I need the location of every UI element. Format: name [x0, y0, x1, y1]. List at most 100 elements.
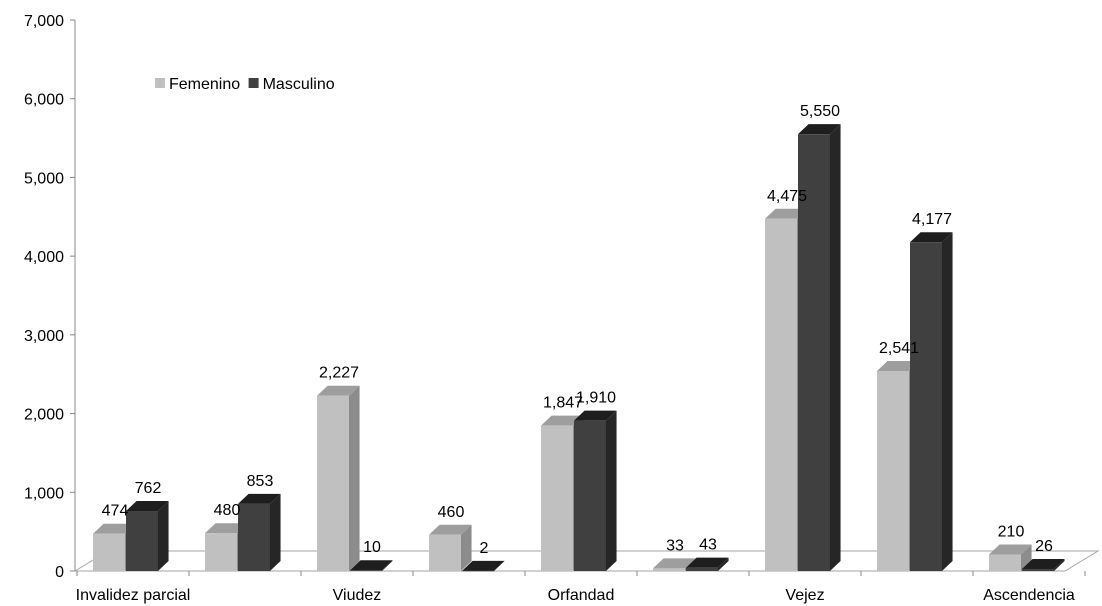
x-tick-label: Vejez — [785, 587, 824, 604]
bar-masculino — [574, 410, 617, 571]
bar-top — [686, 557, 729, 568]
data-label-femenino: 2,227 — [319, 365, 359, 382]
bar-femenino — [429, 524, 472, 571]
legend-label-masculino: Masculino — [263, 76, 335, 93]
x-axis: Invalidez parcial Viudez Orfandad Vejez Asce… — [76, 587, 1075, 604]
bar-top — [765, 208, 808, 219]
bar-top — [126, 501, 169, 512]
bar-side — [1021, 544, 1032, 571]
data-label-masculino: 10 — [363, 539, 381, 556]
bar-front — [541, 425, 573, 571]
bar-side — [349, 385, 360, 571]
bar-top — [798, 124, 841, 135]
bar-front — [989, 554, 1021, 571]
bar-front — [317, 395, 349, 571]
bar-front — [574, 420, 606, 571]
data-label-masculino: 26 — [1035, 538, 1053, 555]
data-label-femenino: 210 — [998, 523, 1025, 540]
bar-side — [718, 557, 729, 571]
y-tick-label: 7,000 — [24, 13, 64, 30]
legend-swatch-masculino — [248, 78, 259, 88]
bar-front — [93, 533, 125, 571]
x-tick-label: Viudez — [333, 587, 382, 604]
bar-top — [93, 523, 136, 534]
bar-front — [798, 134, 830, 571]
data-label-masculino: 1,910 — [576, 390, 616, 407]
y-tick-label: 2,000 — [24, 407, 64, 424]
bar-top — [541, 415, 584, 426]
bar-front — [205, 533, 237, 571]
bar-front — [238, 503, 270, 571]
bar-top — [910, 232, 953, 243]
bar-top — [877, 360, 920, 371]
bar-front — [765, 218, 797, 571]
bar-masculino — [126, 501, 169, 571]
bar-top — [238, 493, 281, 504]
bar-side — [942, 232, 953, 571]
data-label-masculino: 853 — [247, 473, 274, 490]
bar-front — [910, 242, 942, 571]
bar-masculino — [910, 232, 953, 571]
data-label-femenino: 33 — [666, 537, 684, 554]
x-tick-label: Ascendencia — [983, 587, 1075, 604]
bar-masculino — [462, 560, 505, 572]
data-label-masculino: 4,177 — [912, 211, 952, 228]
bar-front — [126, 511, 158, 571]
y-tick-label: 3,000 — [24, 328, 64, 345]
x-tick-label: Invalidez parcial — [76, 587, 191, 604]
bar-front — [350, 570, 382, 571]
bar-front — [686, 567, 718, 571]
bar-side — [494, 560, 505, 571]
bar-top — [989, 544, 1032, 555]
data-label-masculino: 43 — [699, 537, 717, 554]
bar-top — [1022, 558, 1065, 569]
bar-front — [462, 570, 494, 572]
bar-top — [205, 523, 248, 534]
bar-masculino — [798, 124, 841, 571]
bar-side — [270, 493, 281, 571]
bar-top — [574, 410, 617, 421]
y-tick-label: 6,000 — [24, 92, 64, 109]
bar-top — [462, 560, 505, 571]
y-tick-label: 4,000 — [24, 249, 64, 266]
x-tick-label: Orfandad — [548, 587, 615, 604]
bar-top — [350, 560, 393, 571]
bar-femenino — [989, 544, 1032, 571]
legend-label-femenino: Femenino — [169, 76, 240, 93]
y-tick-label: 1,000 — [24, 485, 64, 502]
y-tick-label: 0 — [55, 564, 64, 581]
bar-front — [877, 370, 909, 571]
bar-masculino — [350, 560, 393, 571]
bar-top — [653, 558, 696, 569]
data-label-masculino: 2 — [480, 540, 489, 557]
legend: Femenino Masculino — [155, 76, 335, 93]
y-axis: 0 1,000 2,000 3,000 4,000 5,000 6,000 7,000 — [24, 13, 1086, 581]
data-label-femenino: 460 — [438, 504, 465, 521]
data-label-femenino: 480 — [214, 502, 241, 519]
bar-top — [317, 385, 360, 396]
bar-front — [1022, 568, 1054, 571]
bar-masculino — [1022, 558, 1065, 571]
data-label-femenino: 2,541 — [879, 340, 919, 357]
bar-side — [830, 124, 841, 571]
bar-side — [606, 410, 617, 571]
bar-side — [461, 524, 472, 571]
bar-front — [429, 534, 461, 571]
data-label-masculino: 5,550 — [800, 103, 840, 120]
bar-masculino — [686, 557, 729, 571]
bar-side — [1054, 558, 1065, 571]
bars — [93, 124, 1065, 572]
bar-top — [429, 524, 472, 535]
data-label-masculino: 762 — [135, 480, 162, 497]
bar-side — [382, 560, 393, 571]
legend-swatch-femenino — [155, 78, 165, 88]
bar-masculino — [238, 493, 281, 571]
data-label-femenino: 4,475 — [767, 188, 807, 205]
bar-side — [158, 501, 169, 571]
bar-femenino — [317, 385, 360, 571]
data-label-femenino: 474 — [102, 503, 129, 520]
y-tick-label: 5,000 — [24, 170, 64, 187]
